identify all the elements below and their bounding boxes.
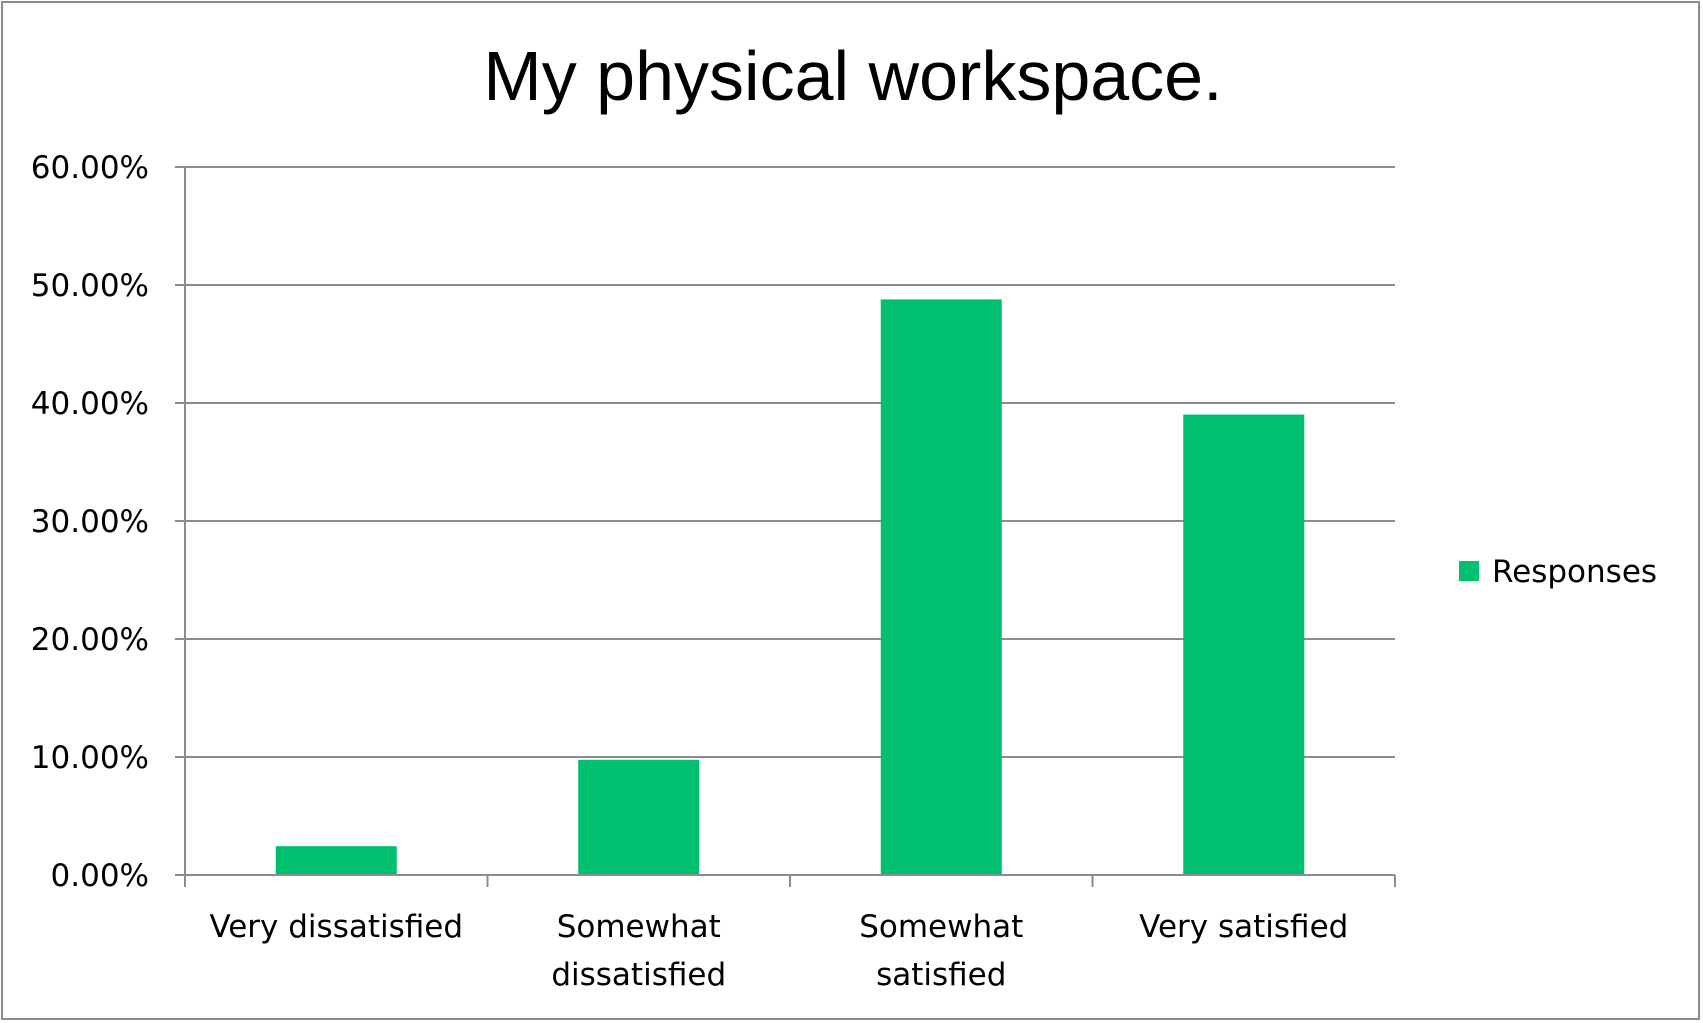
x-axis-tick-labels: Very dissatisfied Somewhat dissatisfied Som…	[209, 909, 1348, 993]
y-tick-label: 10.00%	[31, 740, 149, 776]
y-tick-label: 0.00%	[51, 858, 149, 894]
x-tick-label: Somewhat	[859, 909, 1023, 945]
legend-label: Responses	[1492, 554, 1657, 590]
x-tick-label: Very dissatisfied	[209, 909, 463, 945]
axes	[184, 167, 1396, 887]
gridlines	[175, 166, 1395, 876]
legend: Responses	[1459, 554, 1657, 590]
bar	[275, 846, 397, 875]
x-tick-label: Very satisfied	[1139, 909, 1348, 945]
bars	[275, 299, 1305, 875]
x-tick-label: satisfied	[876, 957, 1006, 993]
x-tick-label: dissatisfied	[551, 957, 726, 993]
y-tick-label: 50.00%	[31, 268, 149, 304]
chart-title: My physical workspace.	[483, 37, 1222, 115]
bar	[880, 299, 1002, 875]
x-tick-label: Somewhat	[557, 909, 721, 945]
y-axis-tick-labels: 0.00% 10.00% 20.00% 30.00% 40.00% 50.00% 60.00…	[31, 150, 149, 894]
bar	[1183, 414, 1305, 875]
bar	[578, 759, 700, 875]
y-tick-label: 30.00%	[31, 504, 149, 540]
legend-swatch	[1459, 561, 1479, 581]
y-tick-label: 40.00%	[31, 386, 149, 422]
y-tick-label: 60.00%	[31, 150, 149, 186]
bar-chart: My physical workspace. 0.00% 10.00% 20.00%…	[31, 37, 1657, 993]
y-tick-label: 20.00%	[31, 622, 149, 658]
